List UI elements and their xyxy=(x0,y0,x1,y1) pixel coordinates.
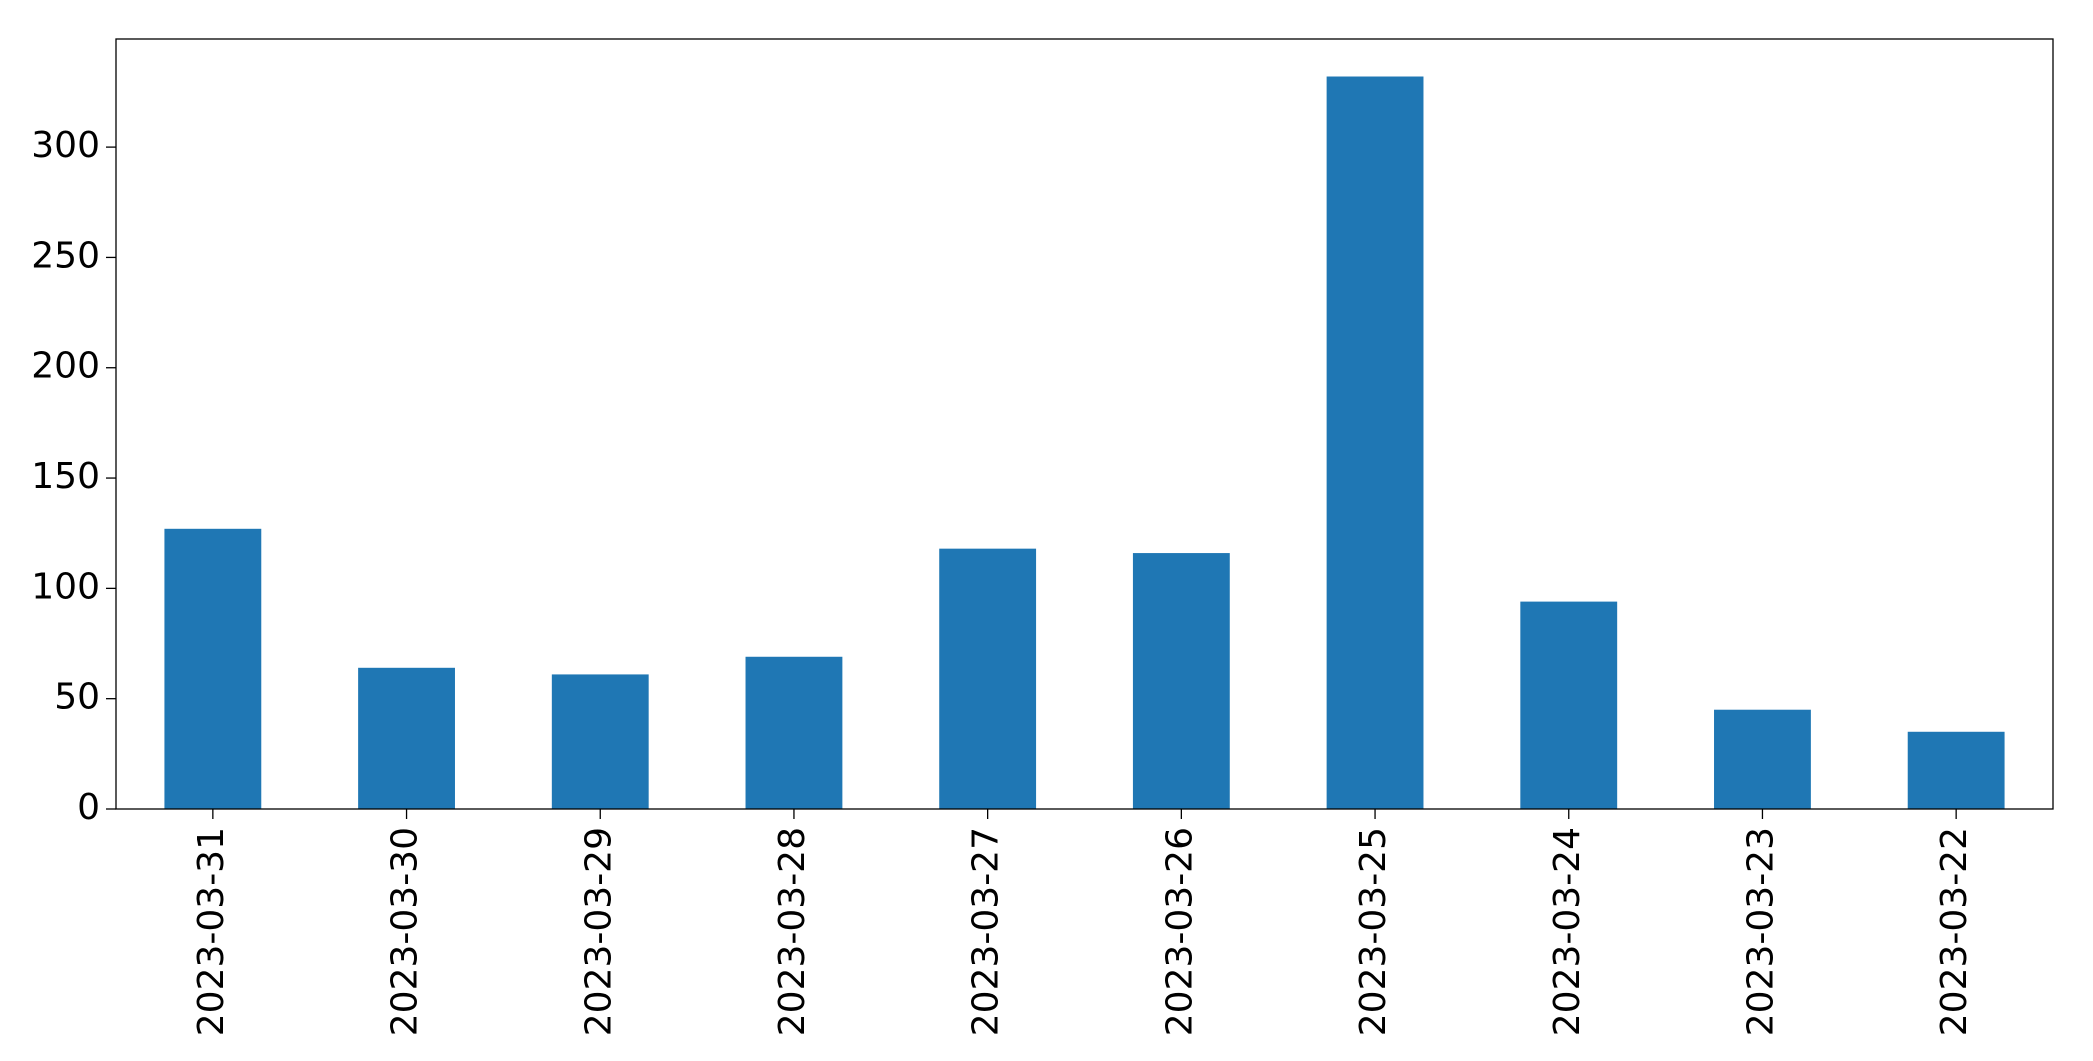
x-tick-label: 2023-03-29 xyxy=(578,827,619,1036)
bar xyxy=(358,667,455,809)
x-tick-label: 2023-03-31 xyxy=(191,827,232,1036)
y-tick-label: 150 xyxy=(31,456,100,497)
x-tick-label: 2023-03-27 xyxy=(966,827,1007,1036)
x-tick-label: 2023-03-23 xyxy=(1740,827,1781,1036)
y-tick-label: 300 xyxy=(31,125,100,166)
bar xyxy=(1714,709,1811,809)
bar xyxy=(939,548,1037,809)
y-tick-label: 100 xyxy=(31,566,100,607)
bar xyxy=(1326,76,1424,810)
x-tick-label: 2023-03-26 xyxy=(1159,827,1200,1036)
x-tick-label: 2023-03-22 xyxy=(1934,827,1975,1036)
y-tick-label: 0 xyxy=(77,787,100,828)
bar xyxy=(745,656,843,809)
y-tick-label: 50 xyxy=(54,677,100,718)
bar xyxy=(164,528,262,809)
plot-frame xyxy=(115,38,2054,810)
x-tick-label: 2023-03-25 xyxy=(1353,827,1394,1036)
y-tick-label: 200 xyxy=(31,346,100,387)
bar xyxy=(1132,553,1230,809)
x-tick-label: 2023-03-24 xyxy=(1547,827,1588,1036)
x-tick-label: 2023-03-28 xyxy=(772,827,813,1036)
bar xyxy=(1520,601,1618,809)
x-tick-label: 2023-03-30 xyxy=(385,827,426,1036)
bar xyxy=(551,674,649,809)
bar xyxy=(1907,731,2005,809)
y-tick-label: 250 xyxy=(31,235,100,276)
